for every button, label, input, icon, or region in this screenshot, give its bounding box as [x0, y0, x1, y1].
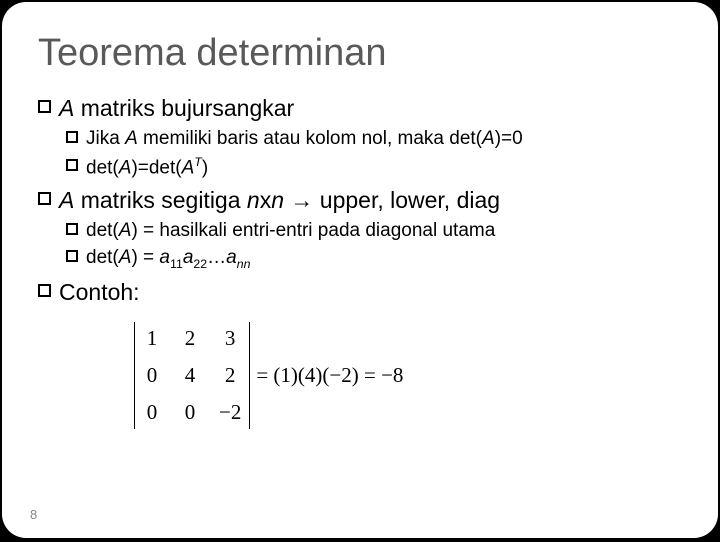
slide-number: 8 [30, 507, 37, 522]
bullet-box-icon [38, 284, 51, 297]
slide-title: Teorema determinan [38, 32, 686, 75]
bullet-text: det(A)=det(AT) [86, 154, 686, 181]
bullet-level-2: det(A) = hasilkali entri-entri pada diag… [66, 218, 686, 244]
det-bar-right [249, 322, 250, 429]
bullet-text: A matriks segitiga nxn → upper, lower, d… [59, 185, 686, 216]
bullet-box-icon [38, 192, 51, 205]
bullet-box-icon [66, 223, 78, 235]
bullet-level-2: det(A)=det(AT) [66, 154, 686, 181]
matrix-cell: 1 [143, 326, 161, 351]
example-equation: 12304200−2 = (1)(4)(−2) = −8 [134, 322, 686, 429]
bullet-level-1: A matriks bujursangkar [38, 93, 686, 124]
matrix-cell: 0 [181, 400, 199, 425]
bullet-text: Contoh: [59, 277, 686, 308]
bullet-box-icon [66, 131, 78, 143]
matrix-cell: −2 [219, 400, 241, 425]
bullet-level-2: Jika A memiliki baris atau kolom nol, ma… [66, 126, 686, 152]
equation-result: = (1)(4)(−2) = −8 [256, 363, 403, 388]
matrix-cell: 0 [143, 363, 161, 388]
bullet-box-icon [38, 100, 51, 113]
matrix-cell: 2 [181, 326, 199, 351]
bullet-level-1: Contoh: [38, 277, 686, 308]
bullet-list: A matriks bujursangkarJika A memiliki ba… [38, 93, 686, 308]
bullet-text: det(A) = a11a22…ann [86, 245, 686, 272]
bullet-text: A matriks bujursangkar [59, 93, 686, 124]
determinant: 12304200−2 [134, 322, 250, 429]
matrix-cell: 0 [143, 400, 161, 425]
matrix-cell: 3 [219, 326, 241, 351]
bullet-level-2: det(A) = a11a22…ann [66, 245, 686, 272]
bullet-level-1: A matriks segitiga nxn → upper, lower, d… [38, 185, 686, 216]
slide: Teorema determinan A matriks bujursangka… [2, 2, 718, 538]
matrix-cell: 4 [181, 363, 199, 388]
bullet-box-icon [66, 159, 78, 171]
matrix-grid: 12304200−2 [135, 322, 249, 429]
matrix-cell: 2 [219, 363, 241, 388]
bullet-box-icon [66, 250, 78, 262]
bullet-text: Jika A memiliki baris atau kolom nol, ma… [86, 126, 686, 152]
bullet-text: det(A) = hasilkali entri-entri pada diag… [86, 218, 686, 244]
